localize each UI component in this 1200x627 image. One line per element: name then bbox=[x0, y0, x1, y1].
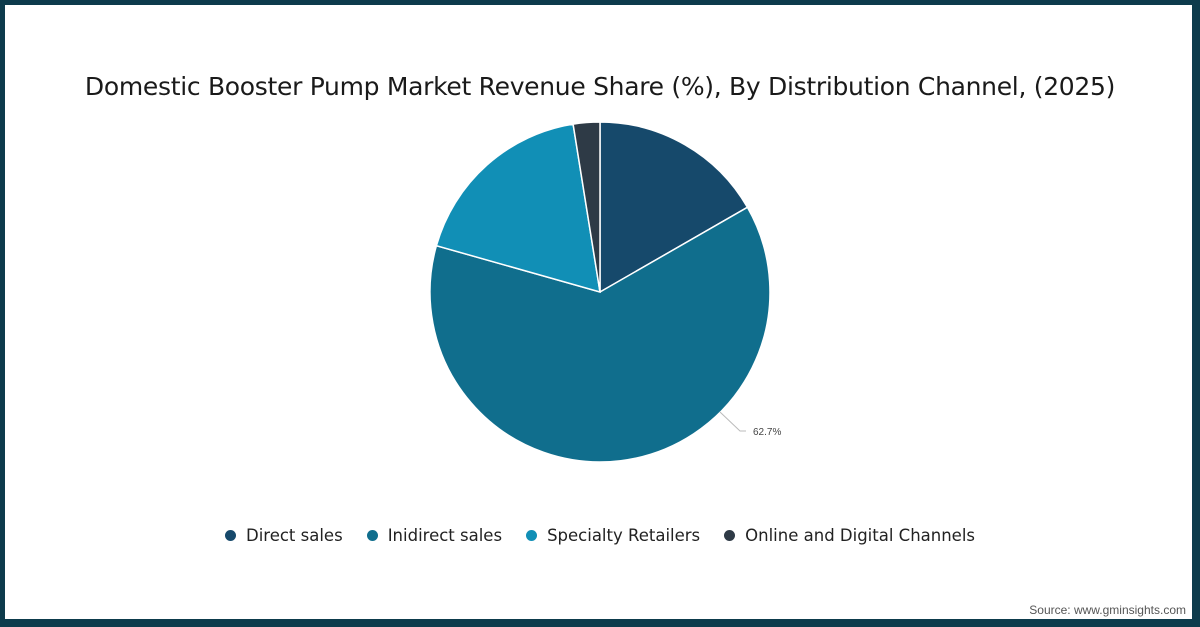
legend-item-indirect-sales[interactable]: Inidirect sales bbox=[366, 526, 503, 545]
legend-dot-icon bbox=[526, 530, 538, 541]
legend-label: Inidirect sales bbox=[387, 526, 503, 545]
legend-item-direct-sales[interactable]: Direct sales bbox=[224, 526, 343, 545]
slice-specialty-retailers[interactable] bbox=[435, 123, 601, 294]
legend-label: Direct sales bbox=[245, 526, 343, 545]
slice-online-digital[interactable] bbox=[572, 121, 601, 293]
chart-legend: Direct sales Inidirect sales Specialty R… bbox=[0, 526, 1200, 545]
chart-title: Domestic Booster Pump Market Revenue Sha… bbox=[84, 72, 1116, 101]
legend-item-specialty-retailers[interactable]: Specialty Retailers bbox=[526, 526, 700, 545]
source-credit: Source: www.gminsights.com bbox=[1029, 603, 1186, 617]
legend-item-online-digital[interactable]: Online and Digital Channels bbox=[724, 526, 975, 545]
slice-indirect-sales[interactable] bbox=[429, 206, 771, 463]
slice-direct-sales[interactable] bbox=[599, 121, 749, 294]
legend-dot-icon bbox=[224, 530, 236, 541]
legend-dot-icon bbox=[724, 530, 736, 541]
legend-dot-icon bbox=[366, 530, 378, 541]
data-label-indirect: 62.7% bbox=[753, 427, 781, 438]
legend-label: Online and Digital Channels bbox=[745, 526, 976, 545]
label-leader-line bbox=[719, 411, 746, 432]
legend-label: Specialty Retailers bbox=[547, 526, 701, 545]
